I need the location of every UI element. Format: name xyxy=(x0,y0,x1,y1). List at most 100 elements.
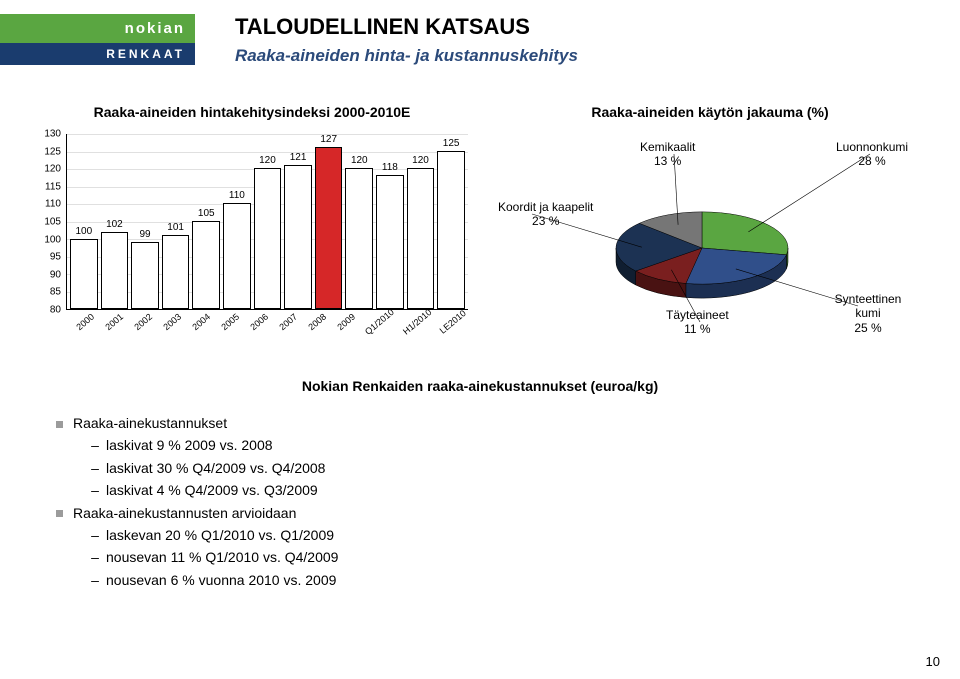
bar: 120 xyxy=(254,134,282,309)
dash-bullet-icon: – xyxy=(90,457,100,479)
bar: 120 xyxy=(407,134,435,309)
bar-rect xyxy=(407,168,435,309)
bar-rect xyxy=(254,168,282,309)
sub-bullet-text: laskivat 4 % Q4/2009 vs. Q3/2009 xyxy=(106,482,318,498)
bar-rect xyxy=(345,168,373,309)
charts-row: Raaka-aineiden hintakehitysindeksi 2000-… xyxy=(32,104,928,340)
bar-value-label: 101 xyxy=(167,222,184,233)
bar-ytick: 120 xyxy=(44,164,61,175)
bar: 105 xyxy=(192,134,220,309)
bar-value-label: 118 xyxy=(382,162,398,173)
page-heading: TALOUDELLINEN KATSAUS Raaka-aineiden hin… xyxy=(235,14,578,66)
bar-rect xyxy=(437,151,465,309)
pie-chart-column: Raaka-aineiden käytön jakauma (%) Luonno… xyxy=(492,104,928,340)
bar-ytick: 100 xyxy=(44,234,61,245)
bar-xlabel: H1/2010 xyxy=(401,307,441,346)
sub-bullet-text: laskivat 30 % Q4/2009 vs. Q4/2008 xyxy=(106,460,325,476)
bar-value-label: 120 xyxy=(259,155,276,166)
bar-chart-title: Raaka-aineiden hintakehitysindeksi 2000-… xyxy=(32,104,472,120)
page-subtitle: Raaka-aineiden hinta- ja kustannuskehity… xyxy=(235,46,578,66)
bar-ytick: 110 xyxy=(45,199,61,210)
dash-bullet-icon: – xyxy=(90,479,100,501)
bar-value-label: 127 xyxy=(320,134,337,145)
bar-rect xyxy=(376,175,404,309)
dash-bullet-icon: – xyxy=(90,546,100,568)
bar-value-label: 99 xyxy=(139,229,150,240)
bullet-text: Raaka-ainekustannusten arvioidaan xyxy=(73,505,296,521)
bar-rect xyxy=(284,165,312,309)
bar: 121 xyxy=(284,134,312,309)
bar-value-label: 102 xyxy=(106,219,123,230)
pie-chart-title: Raaka-aineiden käytön jakauma (%) xyxy=(492,104,928,120)
bar-ytick: 95 xyxy=(50,252,61,263)
bar-ytick: 80 xyxy=(50,305,61,316)
page-number: 10 xyxy=(926,654,940,669)
bar-rect xyxy=(192,221,220,309)
pie-label-name: Täyteaineet xyxy=(666,308,729,322)
square-bullet-icon xyxy=(56,510,63,517)
bar-ytick: 105 xyxy=(44,217,61,228)
bullet-text: Raaka-ainekustannukset xyxy=(73,415,227,431)
sub-bullet: –laskivat 4 % Q4/2009 vs. Q3/2009 xyxy=(90,479,922,501)
bar-rect xyxy=(101,232,129,309)
bar: 100 xyxy=(70,134,98,309)
lower-section: Nokian Renkaiden raaka-ainekustannukset … xyxy=(38,378,922,591)
sub-bullet-text: laskevan 20 % Q1/2010 vs. Q1/2009 xyxy=(106,527,334,543)
sub-bullet-text: nousevan 11 % Q1/2010 vs. Q4/2009 xyxy=(106,549,338,565)
bar-value-label: 120 xyxy=(351,155,368,166)
bar: 120 xyxy=(345,134,373,309)
bar: 101 xyxy=(162,134,190,309)
bar-ytick: 115 xyxy=(45,181,61,192)
bar-xlabel: Q1/2010 xyxy=(364,307,405,346)
pie-label: Täyteaineet11 % xyxy=(666,308,729,337)
pie-label-value: 23 % xyxy=(498,214,593,228)
sub-bullet: –laskivat 9 % 2009 vs. 2008 xyxy=(90,434,922,456)
bar-rect xyxy=(131,242,159,309)
bar-rect xyxy=(70,239,98,309)
bar-xlabel: 2009 xyxy=(333,310,367,344)
pie-label-value: 13 % xyxy=(640,154,695,168)
dash-bullet-icon: – xyxy=(90,434,100,456)
bar-ytick: 90 xyxy=(50,269,61,280)
logo-bottom: RENKAAT xyxy=(0,43,195,65)
bar-value-label: 105 xyxy=(198,208,215,219)
bar-value-label: 121 xyxy=(290,152,307,163)
bar-value-label: 100 xyxy=(75,226,92,237)
pie-label-value: 11 % xyxy=(666,322,729,336)
bar-ytick: 130 xyxy=(44,129,61,140)
bar: 102 xyxy=(101,134,129,309)
sub-bullet-text: laskivat 9 % 2009 vs. 2008 xyxy=(106,437,273,453)
square-bullet-icon xyxy=(56,421,63,428)
pie-label-name: Koordit ja kaapelit xyxy=(498,200,593,214)
sub-bullet: –nousevan 11 % Q1/2010 vs. Q4/2009 xyxy=(90,546,922,568)
bar-chart-column: Raaka-aineiden hintakehitysindeksi 2000-… xyxy=(32,104,472,340)
bar-value-label: 110 xyxy=(229,190,245,201)
sub-bullet-text: nousevan 6 % vuonna 2010 vs. 2009 xyxy=(106,572,336,588)
dash-bullet-icon: – xyxy=(90,524,100,546)
bullet-list: Raaka-ainekustannukset–laskivat 9 % 2009… xyxy=(56,412,922,591)
pie-label-value: 25 % xyxy=(824,321,912,335)
pie-label-name: Kemikaalit xyxy=(640,140,695,154)
sub-bullet: –nousevan 6 % vuonna 2010 vs. 2009 xyxy=(90,569,922,591)
bar-rect xyxy=(162,235,190,309)
bar-chart: 80 85 90 95 100 105 110 115 120 125 130 100 102 99 101… xyxy=(32,130,472,340)
bar-rect xyxy=(223,203,251,309)
bar-rect xyxy=(315,147,343,309)
bar-ytick: 85 xyxy=(50,287,61,298)
dash-bullet-icon: – xyxy=(90,569,100,591)
pie-chart: Luonnonkumi28 % Synteettinen kumi25 % Täyt… xyxy=(492,130,912,340)
bar-xlabel: LE2010 xyxy=(438,308,476,345)
bar-ytick: 125 xyxy=(44,146,61,157)
brand-logo: nokian RENKAAT xyxy=(0,14,195,70)
bullet: Raaka-ainekustannukset xyxy=(56,412,922,434)
bar: 127 xyxy=(315,134,343,309)
bar: 110 xyxy=(223,134,251,309)
pie-label-name: Synteettinen kumi xyxy=(824,292,912,321)
pie-label-name: Luonnonkumi xyxy=(836,140,908,154)
pie-label-value: 28 % xyxy=(836,154,908,168)
bar-value-label: 120 xyxy=(412,155,429,166)
lower-title: Nokian Renkaiden raaka-ainekustannukset … xyxy=(38,378,922,394)
pie-label: Luonnonkumi28 % xyxy=(836,140,908,169)
bullet: Raaka-ainekustannusten arvioidaan xyxy=(56,502,922,524)
bar-value-label: 125 xyxy=(443,138,460,149)
